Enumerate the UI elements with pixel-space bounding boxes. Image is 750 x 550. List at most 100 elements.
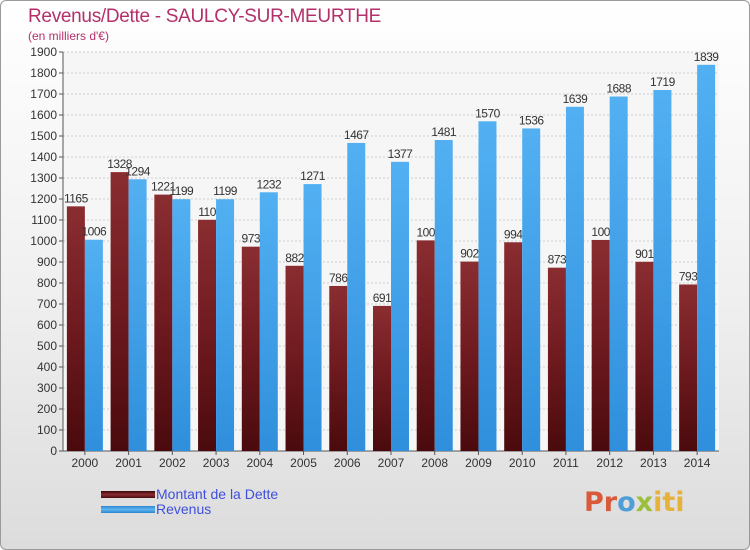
x-tick-label: 2003 <box>203 456 230 470</box>
legend-swatch-revenue <box>101 506 155 513</box>
chart-title: Revenus/Dette - SAULCY-SUR-MEURTHE <box>28 6 382 27</box>
data-label-revenue: 1199 <box>169 184 194 198</box>
y-tick-label: 1200 <box>30 192 57 206</box>
y-tick-label: 1400 <box>30 150 57 164</box>
data-label-debt: 110 <box>198 205 216 219</box>
bar-revenue <box>303 184 322 451</box>
bar-debt <box>154 194 173 451</box>
x-tick-label: 2011 <box>553 456 579 470</box>
y-tick-label: 1300 <box>30 171 57 185</box>
legend-label-debt: Montant de la Dette <box>156 486 279 502</box>
bar-revenue <box>478 121 497 452</box>
bar-revenue <box>84 239 103 451</box>
data-label-revenue: 1719 <box>650 75 676 89</box>
bar-revenue <box>347 142 366 451</box>
bar-revenue <box>128 179 147 451</box>
bar-revenue <box>434 139 453 452</box>
bar-debt <box>504 242 523 451</box>
x-tick-label: 2001 <box>115 456 142 470</box>
x-tick-label: 2004 <box>246 456 273 470</box>
data-label-revenue: 1006 <box>82 225 108 239</box>
x-tick-label: 2012 <box>596 456 623 470</box>
data-label-debt: 100 <box>416 225 435 239</box>
x-tick-label: 2013 <box>640 456 667 470</box>
data-label-revenue: 1536 <box>519 113 545 127</box>
legend-swatch-debt <box>101 491 155 498</box>
data-label-debt: 1165 <box>64 191 89 205</box>
data-label-revenue: 1467 <box>344 128 370 142</box>
x-tick-label: 2008 <box>421 456 448 470</box>
y-tick-label: 900 <box>37 255 57 269</box>
bar-revenue <box>391 161 409 451</box>
y-tick-label: 1900 <box>30 45 57 59</box>
data-label-revenue: 1271 <box>300 169 326 183</box>
y-tick-label: 1700 <box>30 87 57 101</box>
data-label-revenue: 1232 <box>256 177 282 191</box>
data-label-debt: 691 <box>373 291 392 305</box>
bar-revenue <box>172 199 191 451</box>
bar-debt <box>373 305 391 451</box>
data-label-debt: 973 <box>242 232 261 246</box>
bar-debt <box>241 246 260 451</box>
bar-debt <box>460 261 479 451</box>
bar-debt <box>679 284 698 451</box>
data-label-revenue: 1481 <box>431 125 457 139</box>
data-label-debt: 100 <box>591 225 610 239</box>
data-label-revenue: 1199 <box>213 184 238 198</box>
bar-revenue <box>259 192 278 451</box>
bar-debt <box>329 285 348 451</box>
bar-debt <box>416 240 435 451</box>
x-tick-label: 2000 <box>72 456 99 470</box>
bar-revenue <box>609 96 628 452</box>
x-tick-label: 2005 <box>290 456 317 470</box>
data-label-debt: 994 <box>504 227 523 241</box>
data-label-debt: 902 <box>460 247 479 261</box>
x-tick-label: 2007 <box>378 456 405 470</box>
data-label-debt: 882 <box>285 251 304 265</box>
data-label-revenue: 1294 <box>125 164 151 178</box>
data-label-revenue: 1639 <box>563 92 589 106</box>
data-label-debt: 901 <box>635 247 654 261</box>
chart-subtitle: (en milliers d'€) <box>28 29 109 43</box>
y-tick-label: 700 <box>37 297 57 311</box>
y-tick-label: 300 <box>37 381 57 395</box>
x-tick-label: 2002 <box>159 456 186 470</box>
y-tick-label: 200 <box>37 402 57 416</box>
legend-label-revenue: Revenus <box>156 501 212 517</box>
data-label-debt: 793 <box>679 269 698 283</box>
bar-revenue <box>653 90 672 451</box>
data-label-revenue: 1570 <box>475 106 501 120</box>
y-tick-label: 800 <box>37 276 57 290</box>
x-tick-label: 2006 <box>334 456 361 470</box>
data-label-debt: 873 <box>548 253 567 267</box>
y-tick-label: 500 <box>37 339 57 353</box>
data-label-revenue: 1688 <box>606 82 632 96</box>
bar-debt <box>635 261 654 451</box>
y-tick-label: 1500 <box>30 129 57 143</box>
bar-debt <box>547 267 566 451</box>
proxiti-logo: Proxiti <box>584 487 685 518</box>
bar-debt <box>591 239 610 451</box>
bar-revenue <box>697 64 716 451</box>
y-tick-label: 1000 <box>30 234 57 248</box>
data-label-revenue: 1377 <box>388 147 414 161</box>
bar-debt <box>110 172 129 451</box>
bar-debt <box>66 206 85 451</box>
bar-debt <box>285 265 304 451</box>
y-tick-label: 0 <box>50 444 57 458</box>
x-tick-label: 2009 <box>465 456 492 470</box>
data-label-debt: 1221 <box>151 180 177 194</box>
data-label-debt: 786 <box>329 271 348 285</box>
x-tick-label: 2010 <box>509 456 536 470</box>
bar-debt <box>198 219 217 451</box>
y-tick-label: 1800 <box>30 66 57 80</box>
bar-revenue <box>216 199 235 451</box>
y-tick-label: 400 <box>37 360 57 374</box>
data-label-debt: 1328 <box>107 157 133 171</box>
bar-revenue <box>522 128 541 451</box>
y-tick-label: 1600 <box>30 108 57 122</box>
y-tick-label: 600 <box>37 318 57 332</box>
x-tick-label: 2014 <box>684 456 711 470</box>
